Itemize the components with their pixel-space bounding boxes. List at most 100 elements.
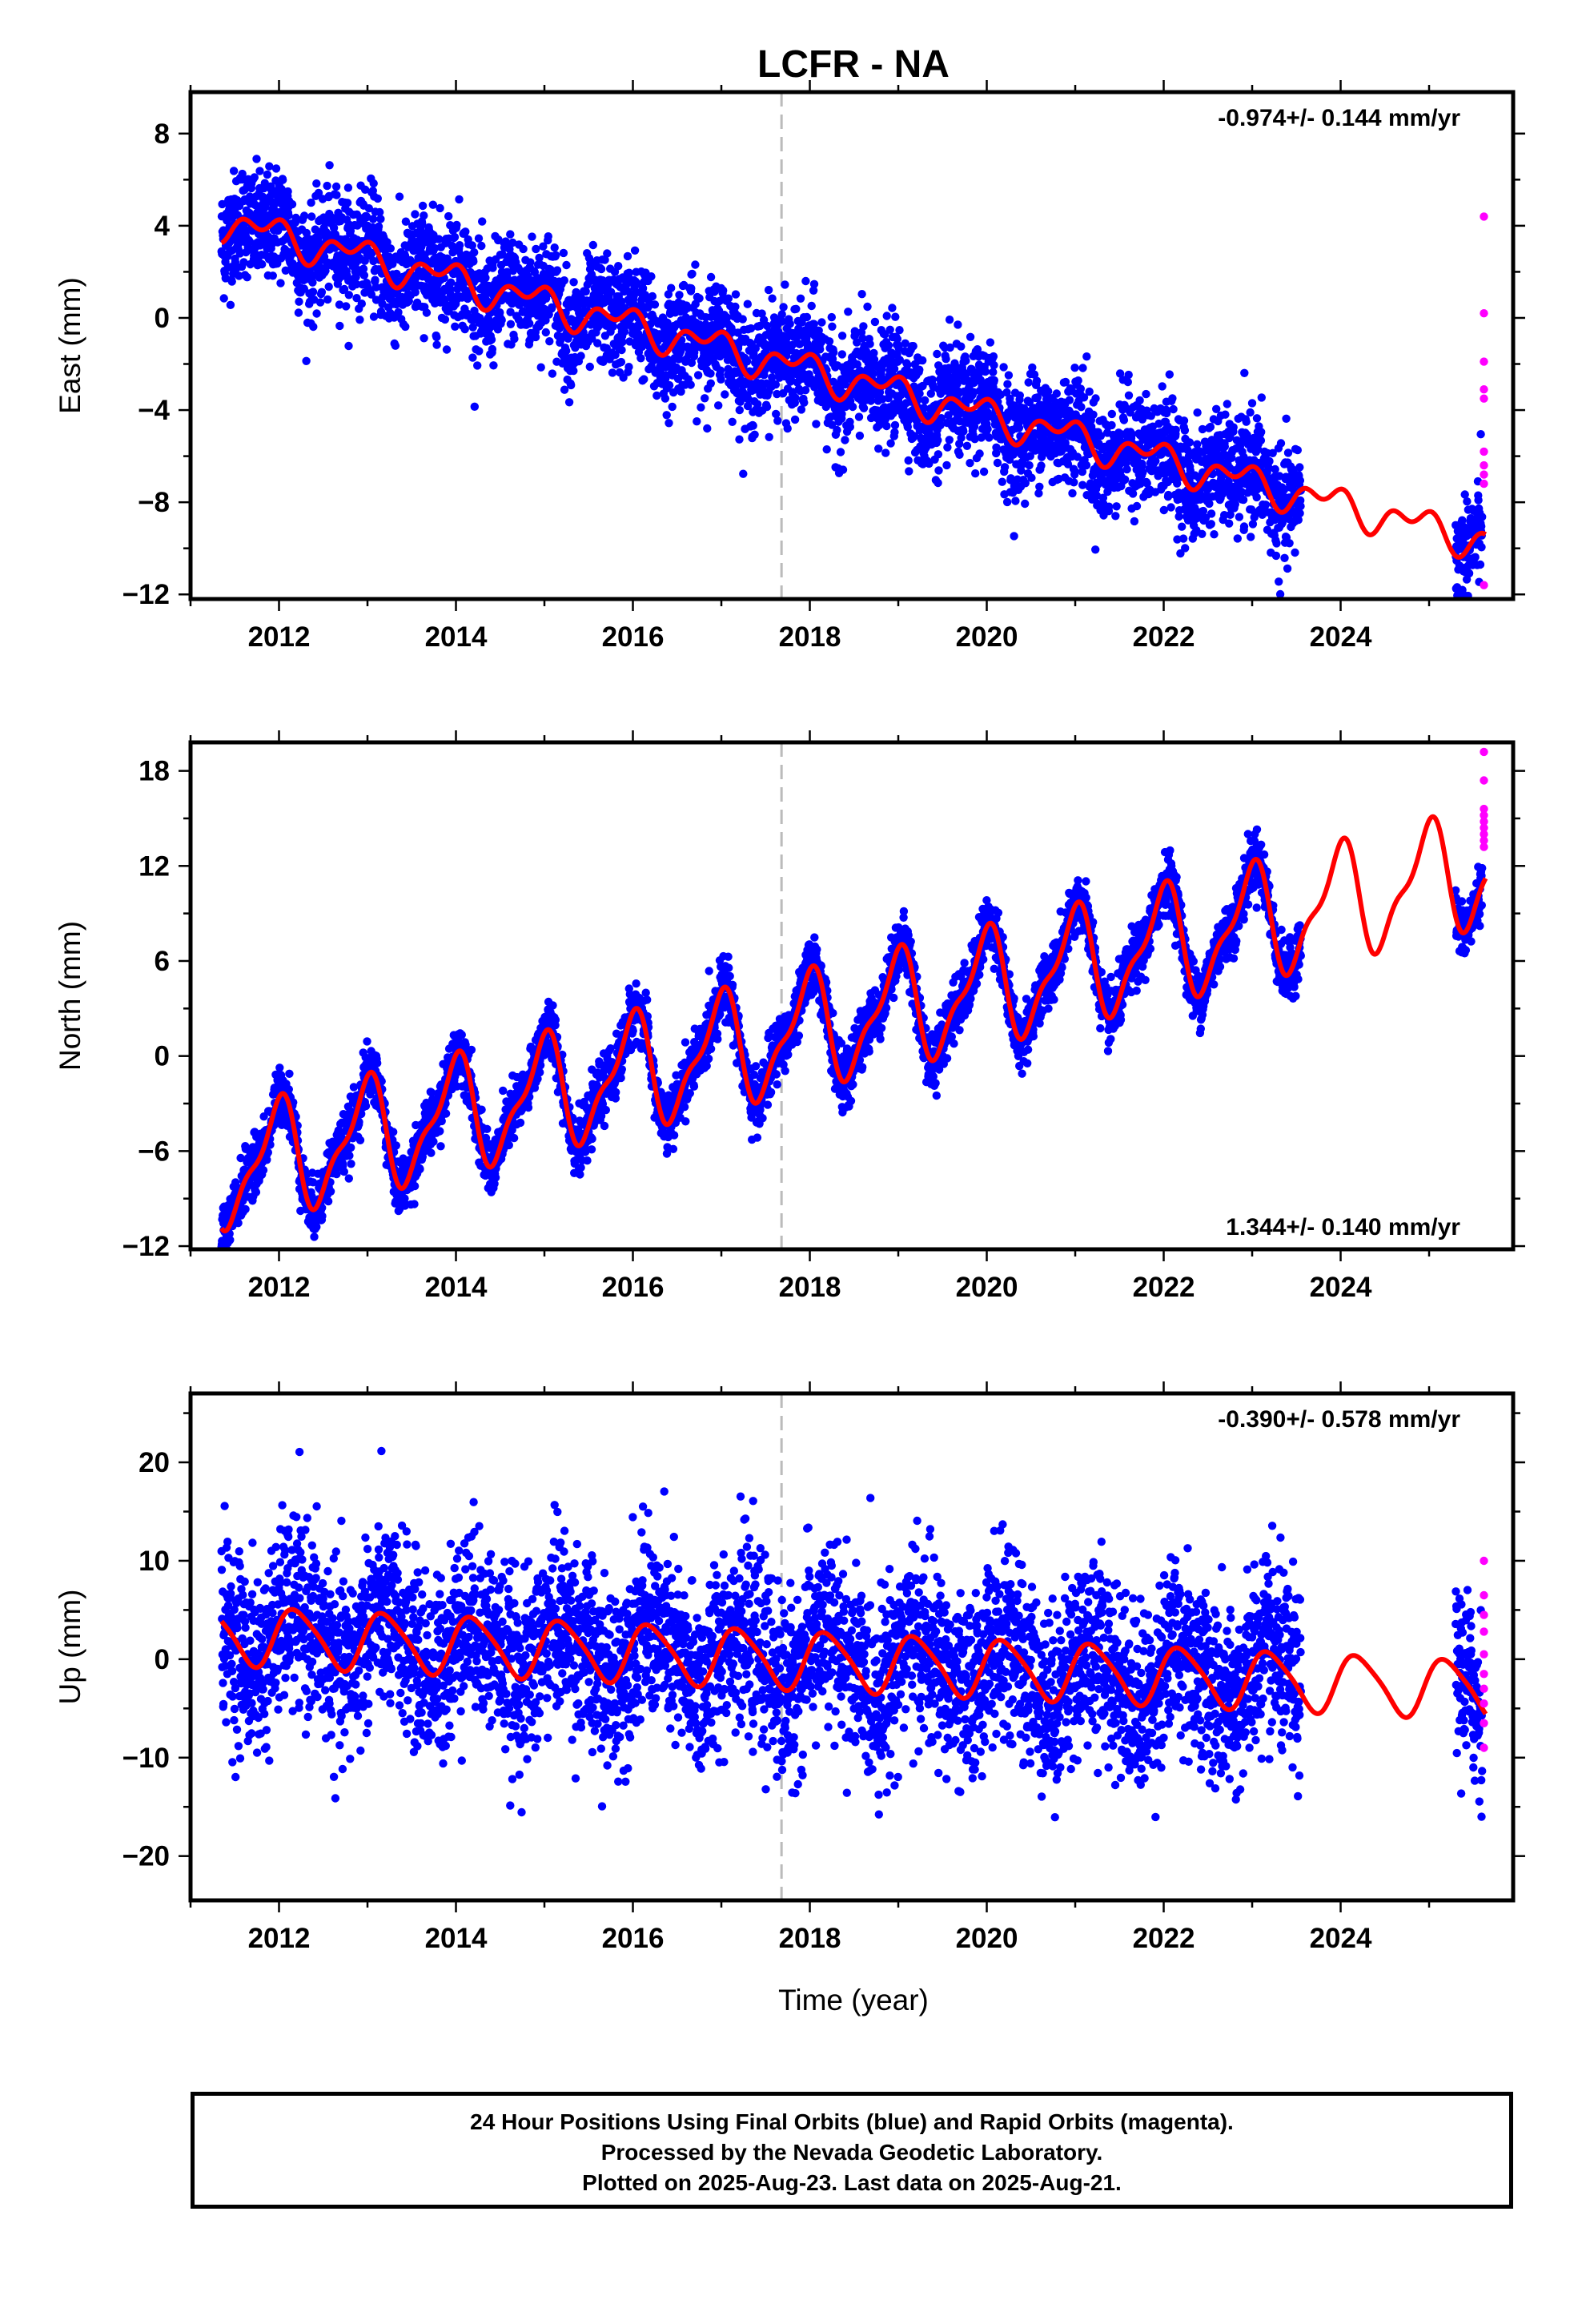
east-x-tick-label: 2018 [779,621,841,653]
east-final-point [1252,414,1262,423]
east-final-point [312,179,321,188]
east-final-point [802,312,812,322]
east-final-point [239,258,248,267]
east-final-point [865,340,874,348]
east-final-point [231,258,240,267]
east-final-point [291,213,300,223]
east-final-point [541,328,550,337]
east-final-point [857,290,866,299]
east-final-point [706,369,715,378]
east-final-point [418,201,428,211]
east-final-point [1111,512,1120,521]
east-final-point [1283,448,1293,457]
east-final-point [496,308,504,317]
east-final-point [1296,501,1305,511]
east-y-tick-label: 0 [155,303,170,334]
east-final-point [785,320,794,328]
east-final-point [299,211,309,220]
east-final-point [647,272,656,281]
east-final-point [1239,522,1249,531]
east-final-point [307,212,316,221]
east-final-point [367,248,376,258]
east-final-point [504,275,513,285]
east-x-tick-label: 2016 [602,621,665,653]
east-final-point [342,302,351,311]
east-final-point [1124,370,1133,380]
east-final-point [367,290,376,299]
east-final-point [905,467,913,476]
east-final-point [743,357,752,366]
east-final-point [1120,475,1130,484]
east-y-tick-label: 8 [155,119,170,150]
east-final-point [1477,522,1486,531]
east-final-point [593,339,602,348]
east-final-point [614,262,623,271]
east-final-point [444,211,453,221]
east-rapid-point [1480,394,1488,403]
east-final-point [371,283,380,292]
east-final-point [1265,456,1274,466]
east-final-point [329,223,339,232]
east-final-point [1283,564,1292,573]
east-final-point [800,398,809,407]
east-rapid-point [1480,357,1488,366]
east-final-point [1074,376,1082,385]
east-final-point [339,284,349,294]
east-final-point [440,315,450,324]
east-x-tick-label: 2012 [248,621,311,653]
east-final-point [881,448,890,457]
east-final-point [962,356,970,365]
east-final-point [1135,396,1144,405]
east-x-tick-label: 2020 [956,621,1018,653]
east-final-point [376,215,385,223]
east-final-point [915,365,924,374]
east-final-point [1179,416,1189,425]
east-final-point [716,366,725,375]
east-final-point [317,287,327,296]
east-final-point [1207,520,1216,529]
east-final-point [999,363,1008,372]
east-final-point [418,219,427,228]
east-final-point [837,332,847,340]
east-final-point [510,334,519,344]
east-final-point [560,385,569,394]
east-final-point [258,259,267,269]
east-final-point [891,312,900,321]
east-final-point [229,167,239,175]
east-final-point [841,436,849,444]
east-final-point [447,278,456,287]
north-final-point [241,1204,250,1214]
east-final-point [735,405,744,415]
east-final-point [569,366,578,376]
east-final-point [392,269,401,279]
east-final-point [721,390,729,399]
east-final-point [751,344,760,353]
east-y-tick-label: −12 [122,579,170,610]
east-final-point [560,276,568,285]
east-final-point [481,273,490,283]
east-final-point [359,271,369,279]
east-final-point [227,277,236,286]
east-final-point [335,300,344,309]
east-final-point [355,316,364,324]
east-rapid-point [1480,212,1488,221]
east-final-point [652,391,661,400]
east-final-point [581,287,590,296]
east-final-point [809,279,819,288]
east-final-point [998,477,1007,486]
east-final-point [536,363,545,372]
east-final-point [945,316,954,324]
east-final-point [731,302,740,312]
east-final-point [422,308,432,317]
east-final-point [373,194,382,203]
east-final-point [815,345,825,354]
east-final-point [351,272,360,282]
east-final-point [693,417,701,426]
east-final-point [455,195,464,204]
east-final-point [1014,424,1024,432]
east-final-point [706,379,715,388]
east-final-point [989,368,998,376]
east-final-point [719,286,728,295]
east-final-point [1070,364,1079,372]
east-final-point [535,253,544,263]
